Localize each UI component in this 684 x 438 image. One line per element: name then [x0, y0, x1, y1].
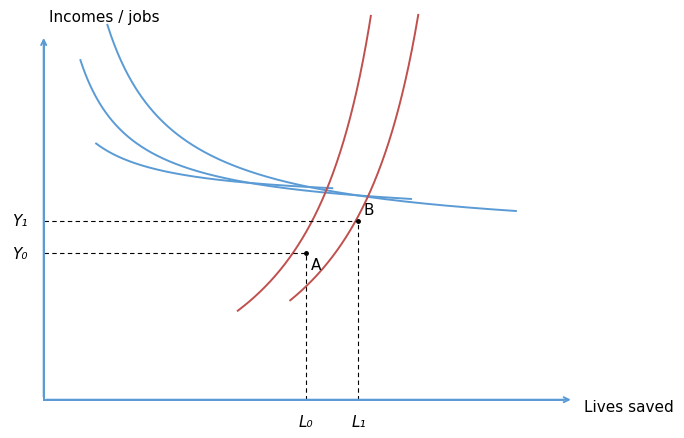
Text: B: B	[364, 203, 374, 218]
Text: A: A	[311, 257, 321, 272]
Text: L₁: L₁	[351, 414, 366, 429]
Text: Lives saved: Lives saved	[584, 399, 674, 414]
Text: Incomes / jobs: Incomes / jobs	[49, 11, 159, 25]
Text: Y₀: Y₀	[12, 246, 28, 261]
Text: L₀: L₀	[299, 414, 313, 429]
Text: Y₁: Y₁	[12, 214, 28, 229]
